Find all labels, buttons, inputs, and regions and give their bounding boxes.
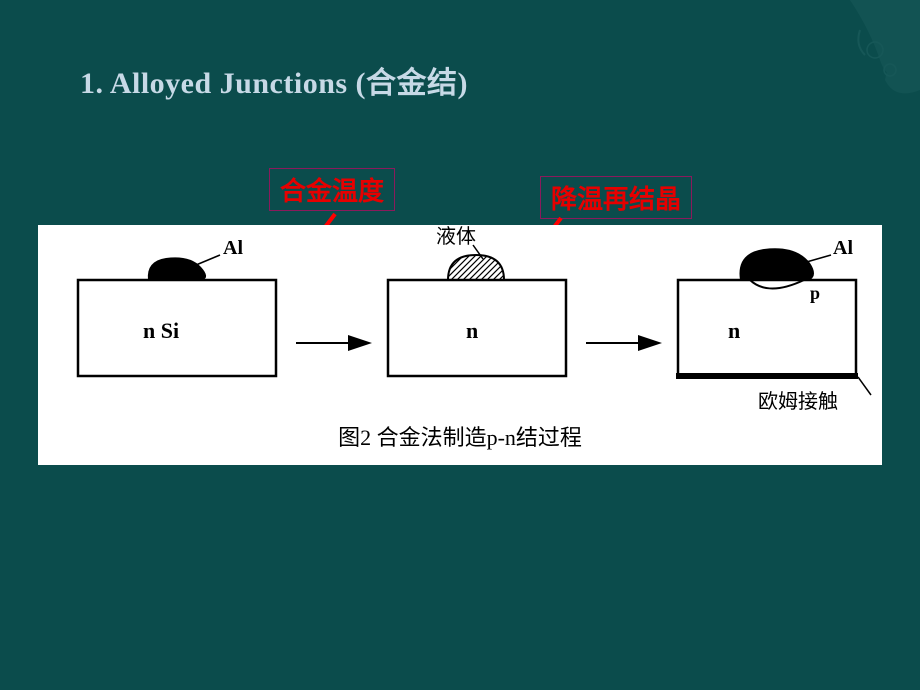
stage2-top-label: 液体 (436, 225, 476, 248)
diagram-stage-1: n Si Al (78, 237, 276, 376)
diagram-stage-3: n p Al 欧姆接触 (676, 237, 871, 413)
stage3-top-label: Al (833, 237, 853, 259)
slide-title: 1. Alloyed Junctions (合金结) (80, 58, 468, 102)
stage1-top-label: Al (223, 237, 243, 259)
stage3-p-label: p (810, 283, 820, 303)
diagram-caption: 图2 合金法制造p-n结过程 (338, 425, 582, 450)
corner-ornament (780, 0, 920, 140)
process-diagram: n Si Al n 液体 n p (38, 225, 882, 465)
stage2-box-text: n (466, 318, 478, 343)
label-alloy-temperature: 合金温度 (269, 168, 395, 211)
diagram-stage-2: n 液体 (388, 225, 566, 376)
stage1-box-text: n Si (143, 318, 179, 343)
stage3-ohmic-label: 欧姆接触 (758, 390, 838, 413)
stage3-box-text: n (728, 318, 740, 343)
